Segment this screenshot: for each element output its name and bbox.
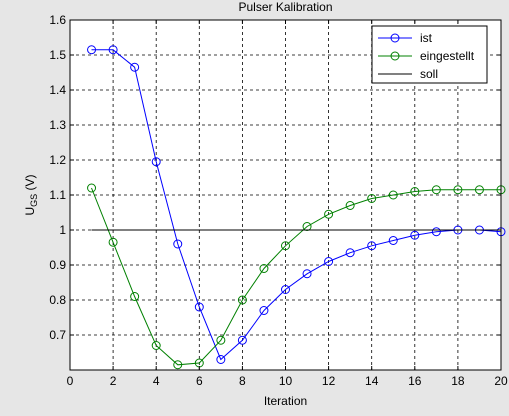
data-point-eingestellt: [345, 201, 355, 210]
data-point-ist: [388, 236, 398, 245]
data-point-ist: [237, 335, 247, 345]
data-point-eingestellt: [388, 190, 398, 200]
data-point-ist: [130, 62, 140, 72]
x-tick-label: 8: [239, 374, 246, 388]
y-axis-label-unit: (V): [23, 174, 37, 193]
axis-ticks: 0 2 4 6 8 10 12 14 16 18 20 0.7 0.8 0.9 1 1.1 1.2 1.3 1.4 1…: [49, 13, 508, 388]
data-point-ist: [302, 269, 312, 279]
data-point-eingestellt: [410, 187, 420, 196]
x-tick-label: 20: [494, 374, 508, 388]
y-axis-label-subscript: GS: [29, 194, 39, 207]
data-point-eingestellt: [87, 183, 97, 193]
data-point-ist: [151, 157, 161, 167]
y-tick-label: 1.6: [49, 13, 66, 27]
x-axis-label: Iteration: [264, 394, 307, 408]
chart-title: Pulser Kalibration: [238, 0, 332, 14]
data-point-eingestellt: [453, 185, 463, 195]
data-point-ist: [345, 248, 355, 258]
data-point-ist: [108, 45, 118, 55]
x-tick-label: 0: [67, 374, 74, 388]
x-tick-label: 2: [110, 374, 117, 388]
data-point-eingestellt: [259, 264, 269, 273]
data-point-eingestellt: [130, 292, 140, 301]
data-series: [87, 45, 506, 370]
data-point-eingestellt: [173, 360, 183, 370]
data-point-ist: [173, 239, 183, 249]
data-point-ist: [87, 45, 97, 55]
y-tick-label: 1: [59, 223, 66, 237]
data-point-eingestellt: [151, 341, 161, 350]
y-axis-label: UGS (V): [23, 174, 39, 215]
y-tick-label: 1.4: [49, 83, 66, 97]
x-tick-label: 18: [451, 374, 465, 388]
x-tick-label: 6: [196, 374, 203, 388]
x-tick-label: 10: [279, 374, 293, 388]
data-point-eingestellt: [431, 185, 441, 195]
data-point-eingestellt: [216, 335, 226, 345]
y-tick-label: 0.9: [49, 258, 66, 272]
data-point-ist: [216, 355, 226, 364]
legend-label-eingestellt: eingestellt: [420, 49, 475, 63]
y-tick-label: 1.3: [49, 118, 66, 132]
y-axis-label-main: U: [23, 207, 37, 216]
y-tick-label: 0.7: [49, 328, 66, 342]
legend-label-soll: soll: [420, 67, 438, 81]
legend: ist eingestellt soll: [371, 25, 488, 84]
legend-marker-eingestellt: [390, 51, 400, 61]
data-point-eingestellt: [281, 241, 290, 251]
data-point-ist: [281, 285, 290, 294]
data-point-eingestellt: [474, 185, 484, 195]
x-tick-label: 14: [365, 374, 379, 388]
x-tick-label: 12: [322, 374, 336, 388]
y-tick-label: 0.8: [49, 293, 66, 307]
data-point-ist: [367, 241, 377, 251]
data-point-eingestellt: [367, 194, 377, 203]
data-point-ist: [410, 230, 420, 240]
data-point-eingestellt: [108, 237, 118, 247]
data-point-ist: [259, 306, 269, 315]
y-tick-label: 1.5: [49, 48, 66, 62]
data-point-ist: [431, 227, 441, 237]
data-point-eingestellt: [237, 295, 247, 305]
data-point-ist: [324, 257, 334, 266]
x-tick-label: 16: [408, 374, 422, 388]
y-tick-label: 1.1: [49, 188, 66, 202]
y-tick-label: 1.2: [49, 153, 66, 167]
legend-marker-ist: [390, 33, 400, 43]
legend-label-ist: ist: [420, 31, 433, 45]
x-tick-label: 4: [153, 374, 160, 388]
data-point-ist: [194, 302, 204, 312]
data-point-eingestellt: [324, 209, 334, 219]
